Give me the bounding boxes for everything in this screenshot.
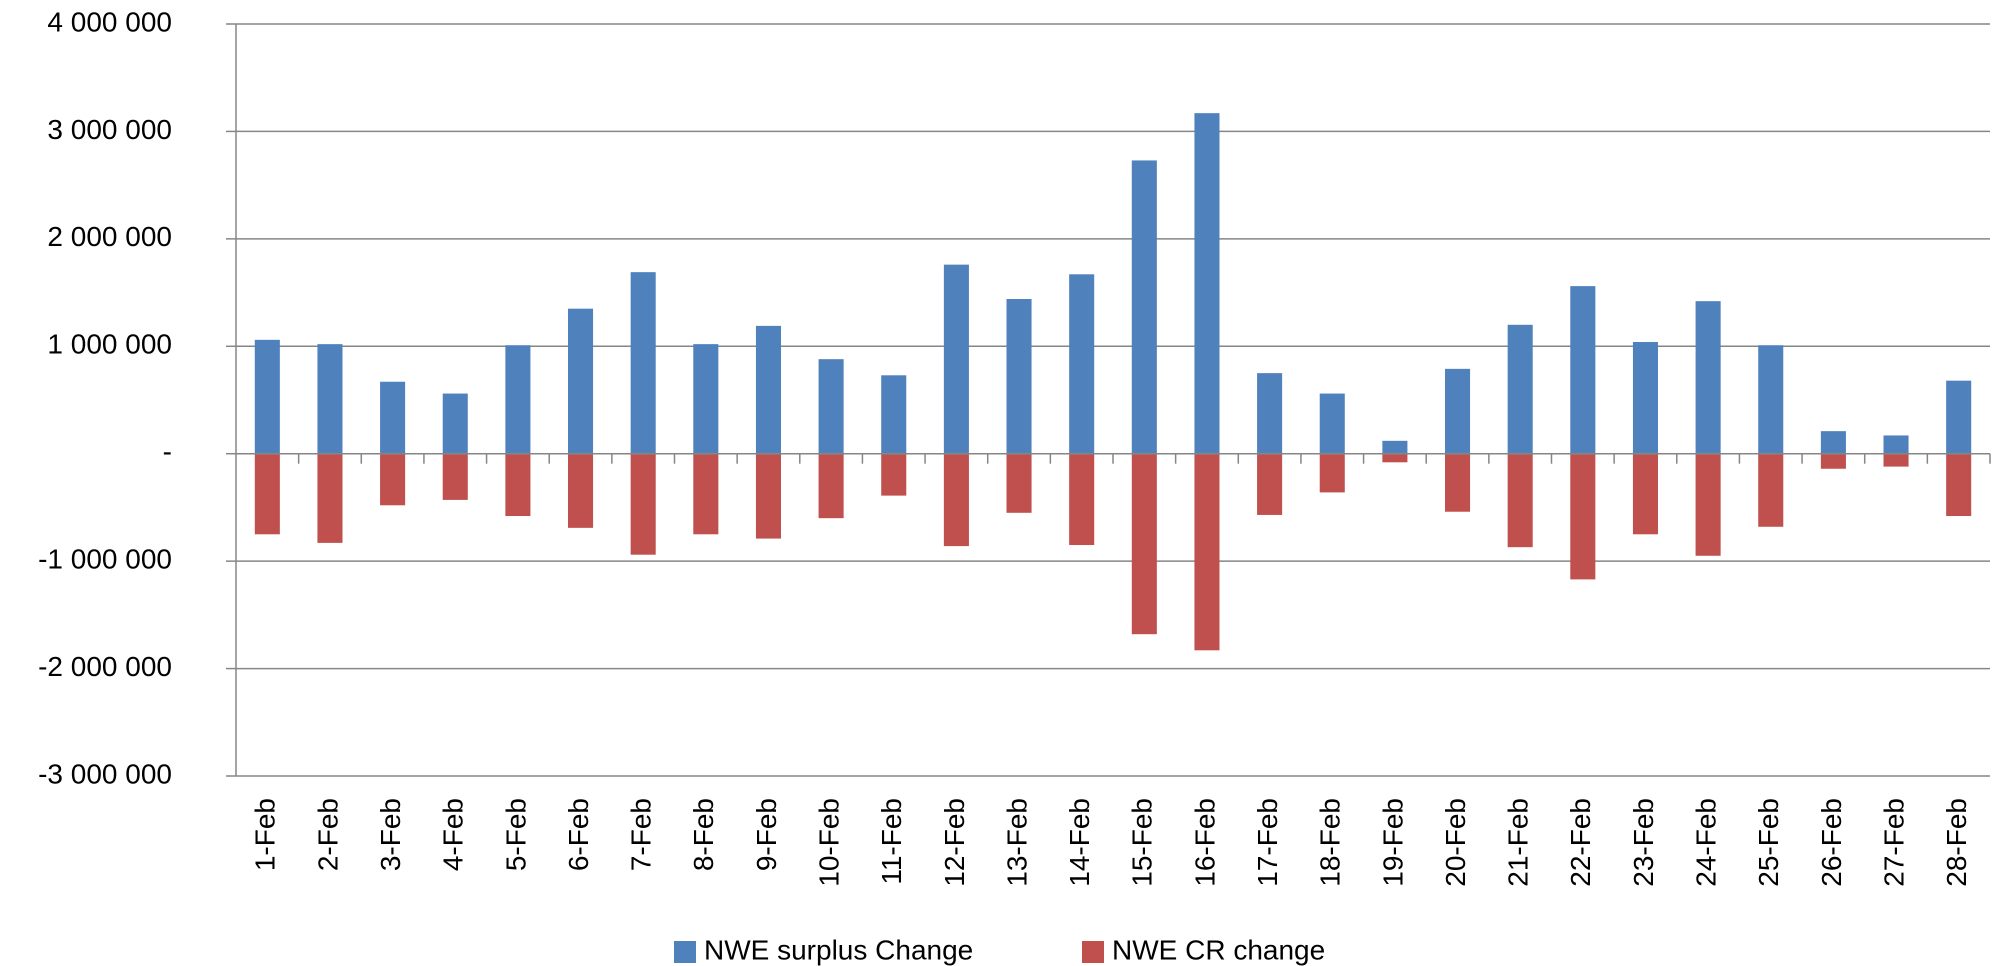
legend-label: NWE CR change (1112, 934, 1325, 965)
x-tick-label: 18-Feb (1315, 798, 1346, 887)
x-tick-label: 26-Feb (1816, 798, 1847, 887)
x-tick-label: 5-Feb (500, 798, 531, 871)
bar (943, 264, 969, 454)
bar (1131, 453, 1157, 635)
bar (881, 453, 907, 496)
bar (1131, 160, 1157, 454)
y-tick-label: 1 000 000 (47, 329, 172, 360)
bar (755, 453, 781, 539)
bar (1883, 435, 1909, 454)
bar (630, 272, 656, 454)
bar (442, 393, 468, 454)
x-tick-label: 10-Feb (813, 798, 844, 887)
bar (1632, 453, 1658, 535)
x-tick-label: 28-Feb (1941, 798, 1972, 887)
x-tick-label: 23-Feb (1628, 798, 1659, 887)
bar (254, 339, 280, 454)
x-tick-label: 1-Feb (250, 798, 281, 871)
y-tick-label: -3 000 000 (38, 758, 172, 789)
bar (1570, 286, 1596, 454)
y-tick-label: -1 000 000 (38, 544, 172, 575)
bar (380, 453, 406, 506)
x-tick-label: 16-Feb (1189, 798, 1220, 887)
bar (568, 308, 594, 454)
bar (1507, 324, 1533, 454)
y-tick-label: 2 000 000 (47, 221, 172, 252)
bar (1445, 368, 1471, 454)
bar (442, 453, 468, 500)
bar (693, 453, 719, 535)
bar (1382, 453, 1408, 463)
bar (1820, 431, 1846, 454)
x-tick-label: 3-Feb (375, 798, 406, 871)
x-tick-label: 25-Feb (1753, 798, 1784, 887)
bar (1695, 453, 1721, 556)
legend-swatch (1082, 941, 1104, 963)
bar (1257, 373, 1283, 454)
bar (1382, 440, 1408, 454)
x-tick-label: 22-Feb (1565, 798, 1596, 887)
bar (881, 375, 907, 454)
bar (1632, 341, 1658, 454)
bar (1006, 453, 1032, 513)
x-tick-label: 17-Feb (1252, 798, 1283, 887)
x-tick-label: 12-Feb (939, 798, 970, 887)
bar (1946, 453, 1972, 517)
x-tick-label: 13-Feb (1001, 798, 1032, 887)
x-tick-label: 9-Feb (751, 798, 782, 871)
bar (818, 359, 844, 454)
bar (1570, 453, 1596, 580)
x-tick-label: 4-Feb (438, 798, 469, 871)
x-tick-label: 14-Feb (1064, 798, 1095, 887)
legend-label: NWE surplus Change (704, 934, 973, 965)
x-tick-label: 19-Feb (1377, 798, 1408, 887)
x-tick-label: 15-Feb (1127, 798, 1158, 887)
bar (254, 453, 280, 535)
bar (1006, 299, 1032, 454)
bar (1194, 113, 1220, 454)
x-tick-label: 20-Feb (1440, 798, 1471, 887)
bar (1319, 453, 1345, 493)
y-tick-label: - (163, 436, 172, 467)
bar (317, 344, 343, 454)
bar (630, 453, 656, 555)
bar (1069, 274, 1095, 454)
y-tick-label: -2 000 000 (38, 651, 172, 682)
x-tick-label: 6-Feb (563, 798, 594, 871)
bar (1257, 453, 1283, 515)
x-tick-label: 27-Feb (1878, 798, 1909, 887)
bar (1319, 393, 1345, 454)
bar (1069, 453, 1095, 546)
bar (1946, 380, 1972, 454)
bar (568, 453, 594, 528)
bar (505, 345, 531, 454)
bar (1695, 301, 1721, 454)
bar (317, 453, 343, 543)
y-tick-label: 4 000 000 (47, 6, 172, 37)
bar (380, 381, 406, 454)
x-tick-label: 11-Feb (876, 798, 907, 885)
bar (818, 453, 844, 519)
bar (1507, 453, 1533, 548)
legend-swatch (674, 941, 696, 963)
x-tick-label: 24-Feb (1690, 798, 1721, 887)
bar (1883, 453, 1909, 467)
bar (693, 344, 719, 454)
x-tick-label: 7-Feb (626, 798, 657, 871)
bar (1758, 453, 1784, 527)
bar (505, 453, 531, 517)
bar (755, 325, 781, 454)
x-tick-label: 8-Feb (688, 798, 719, 871)
bar (1194, 453, 1220, 651)
bar (943, 453, 969, 547)
bar (1820, 453, 1846, 469)
bar (1758, 345, 1784, 454)
y-tick-label: 3 000 000 (47, 114, 172, 145)
x-tick-label: 21-Feb (1503, 798, 1534, 887)
bar (1445, 453, 1471, 512)
x-tick-label: 2-Feb (312, 798, 343, 871)
